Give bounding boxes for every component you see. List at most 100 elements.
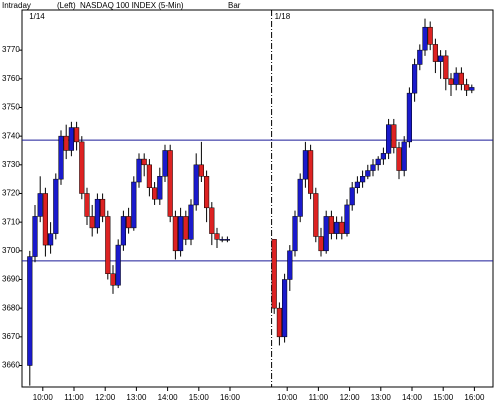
candle-body [276,307,282,338]
candle-body [354,181,360,188]
candle-body [412,64,418,94]
candle-body [427,26,433,45]
candle-body [79,141,85,194]
header-text: Intraday [2,1,31,10]
x-tick-label: 12:00 [340,393,361,402]
y-tick-label: 3660 [2,361,20,370]
candle-body [131,181,137,229]
candle-body [292,216,298,252]
candle-body [68,127,74,151]
candle-body [386,124,392,154]
candle-body [188,204,194,240]
candle-body [422,26,428,51]
candle-body [115,244,121,286]
candle-body [339,221,345,234]
header-text: (Left) [57,1,76,10]
candle-body [58,135,64,180]
candle-body [120,216,126,246]
y-tick-label: 3750 [2,103,20,112]
x-tick-label: 16:00 [464,393,485,402]
x-tick-label: 11:00 [309,393,329,402]
candle-body [417,49,423,65]
candle-body [27,256,33,366]
candle-body [287,250,293,280]
candle-body [152,187,158,200]
candle-body [146,164,152,188]
y-tick-label: 3690 [2,275,20,284]
candle-body [141,158,147,166]
x-tick-label: 11:00 [64,393,84,402]
y-tick-label: 3700 [2,246,20,255]
candle-body [32,216,38,257]
candle-body [84,193,90,217]
candle-body [224,239,230,241]
candle-body [396,147,402,171]
candle-body [105,216,111,275]
candle-body [178,216,184,252]
candle-body [167,150,173,217]
candle-body [94,198,100,229]
day-label: 1/18 [275,12,291,21]
candle-body [37,193,43,217]
candle-body [370,164,376,171]
candle-body [432,44,438,62]
candle-body [401,141,407,171]
candle-body [360,176,366,183]
candle-body [297,178,303,217]
candle-body [448,78,454,85]
candle-body [271,239,277,309]
candle-body [365,170,371,177]
candle-body [63,135,69,151]
candle-body [157,176,163,200]
y-tick-label: 3680 [2,303,20,312]
candle-body [209,207,215,234]
candle-body [204,176,210,209]
header-text: Bar [228,1,241,10]
candle-body [100,198,106,217]
candle-body [318,236,324,252]
x-tick-label: 15:00 [189,393,210,402]
y-tick-label: 3720 [2,189,20,198]
candle-body [344,204,350,234]
x-tick-label: 14:00 [158,393,179,402]
candle-body [214,233,220,240]
candle-body [349,187,355,206]
y-tick-label: 3670 [2,332,20,341]
x-tick-label: 13:00 [371,393,392,402]
candle-body [453,72,459,85]
candle-body [458,72,464,85]
x-tick-label: 10:00 [277,393,298,402]
y-tick-label: 3740 [2,131,20,140]
x-tick-label: 10:00 [33,393,54,402]
x-tick-label: 14:00 [402,393,423,402]
candle-body [282,279,288,338]
candle-body [193,164,199,206]
y-tick-label: 3710 [2,217,20,226]
x-tick-label: 15:00 [433,393,454,402]
candle-body [302,150,308,180]
candle-body [136,158,142,183]
x-tick-label: 16:00 [220,393,241,402]
x-tick-label: 12:00 [95,393,116,402]
candle-body [469,87,475,91]
candle-body [162,150,168,177]
y-tick-label: 3730 [2,160,20,169]
candle-body [406,92,412,143]
candle-body [308,150,314,194]
header-text: NASDAQ 100 INDEX (5-Min) [80,1,184,10]
candle-body [219,239,225,241]
candle-body [198,164,204,177]
plot-frame [21,9,494,388]
candle-body [334,221,340,234]
candle-body [443,55,449,80]
candle-body [89,216,95,229]
x-tick-label: 13:00 [126,393,147,402]
candle-body [172,216,178,252]
candle-body [438,55,444,62]
candle-body [126,216,132,229]
candle-body [313,193,319,237]
candle-body [53,178,59,234]
candle-body [380,153,386,160]
candle-body [42,193,48,246]
